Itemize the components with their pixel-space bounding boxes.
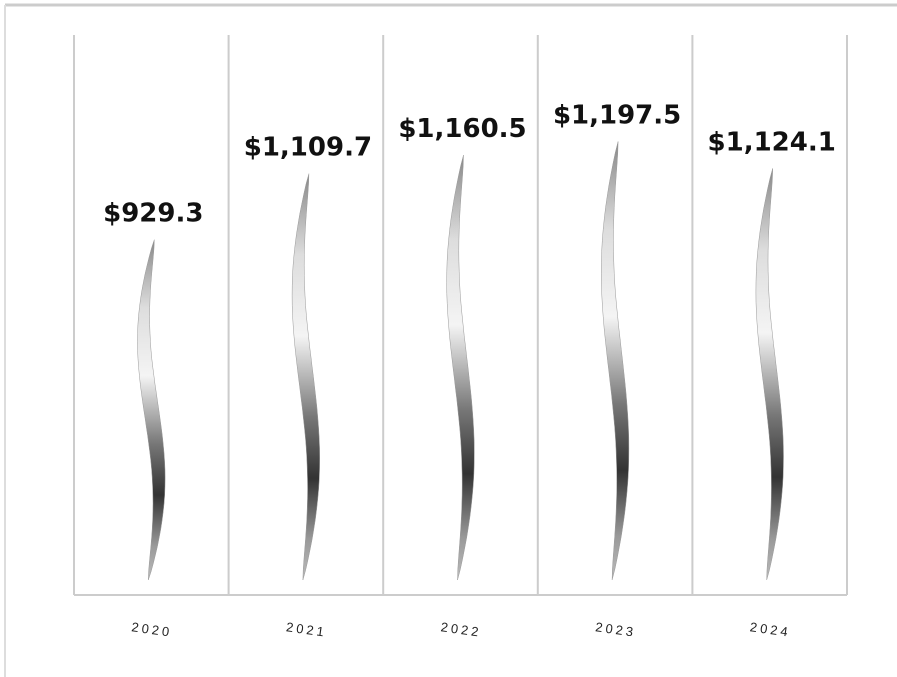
ribbon <box>137 239 166 581</box>
data-label: $1,124.1 <box>708 127 836 157</box>
x-tick-label: 2021 <box>285 619 328 640</box>
data-label: $929.3 <box>103 199 203 229</box>
ribbon <box>755 168 784 581</box>
x-tick-label: 2024 <box>749 619 792 640</box>
ribbon <box>446 155 475 581</box>
x-tick-label: 2023 <box>594 619 637 640</box>
x-tick-label: 2022 <box>440 619 483 640</box>
x-tick-label: 2020 <box>131 619 174 640</box>
data-label: $1,197.5 <box>553 101 681 131</box>
data-label: $1,109.7 <box>244 133 372 163</box>
ribbon <box>601 141 630 581</box>
ribbon <box>291 173 320 581</box>
data-label: $1,160.5 <box>398 114 526 144</box>
